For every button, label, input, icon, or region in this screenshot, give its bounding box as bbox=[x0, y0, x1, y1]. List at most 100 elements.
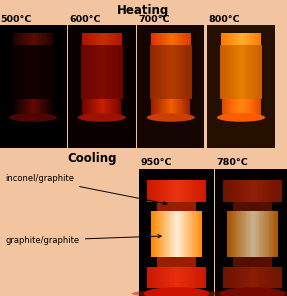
Bar bbox=[44, 99, 45, 115]
Bar bbox=[108, 33, 110, 52]
Bar bbox=[253, 211, 254, 258]
Bar bbox=[170, 211, 171, 258]
Bar bbox=[30, 99, 31, 115]
Bar bbox=[230, 180, 232, 202]
Bar bbox=[114, 33, 116, 52]
Bar bbox=[241, 33, 243, 52]
Bar bbox=[235, 99, 236, 115]
Bar bbox=[88, 99, 89, 115]
Bar bbox=[21, 99, 22, 115]
Bar bbox=[167, 33, 169, 52]
Bar bbox=[148, 266, 150, 288]
Bar bbox=[251, 45, 253, 99]
Bar bbox=[33, 33, 35, 52]
Bar bbox=[168, 180, 169, 202]
Bar bbox=[269, 266, 270, 288]
Bar bbox=[226, 45, 228, 99]
Bar bbox=[267, 180, 269, 202]
Bar bbox=[155, 33, 157, 52]
Bar bbox=[162, 180, 163, 202]
Bar bbox=[29, 33, 31, 52]
Bar bbox=[187, 45, 189, 99]
Bar bbox=[159, 266, 160, 288]
Text: 780°C: 780°C bbox=[217, 158, 249, 167]
Bar bbox=[247, 45, 248, 99]
Bar bbox=[170, 45, 171, 99]
Bar bbox=[31, 45, 32, 99]
Bar bbox=[225, 33, 227, 52]
Bar bbox=[100, 45, 101, 99]
Bar bbox=[196, 180, 197, 202]
Bar bbox=[156, 45, 157, 99]
Bar bbox=[194, 180, 196, 202]
Bar bbox=[180, 211, 182, 258]
Bar bbox=[177, 180, 178, 202]
Bar bbox=[13, 99, 14, 115]
Bar bbox=[31, 33, 33, 52]
Bar bbox=[168, 211, 169, 258]
Bar bbox=[91, 99, 92, 115]
Bar bbox=[166, 211, 168, 258]
Bar bbox=[118, 45, 119, 99]
Bar bbox=[27, 33, 29, 52]
Bar bbox=[243, 45, 244, 99]
Bar bbox=[275, 266, 276, 288]
Bar bbox=[231, 211, 232, 258]
Bar bbox=[158, 45, 159, 99]
Bar bbox=[120, 45, 121, 99]
Bar bbox=[106, 33, 108, 52]
Bar bbox=[182, 211, 183, 258]
Bar bbox=[240, 45, 241, 99]
Bar bbox=[181, 45, 182, 99]
Bar bbox=[215, 168, 287, 296]
Bar bbox=[189, 45, 190, 99]
Bar bbox=[244, 99, 245, 115]
Bar bbox=[199, 266, 200, 288]
Bar bbox=[17, 99, 18, 115]
Bar bbox=[153, 99, 154, 115]
Bar bbox=[274, 266, 275, 288]
Bar bbox=[89, 45, 90, 99]
Bar bbox=[229, 33, 231, 52]
Bar bbox=[86, 33, 88, 52]
Ellipse shape bbox=[78, 113, 126, 122]
Bar bbox=[18, 45, 20, 99]
Bar bbox=[222, 45, 223, 99]
Bar bbox=[109, 99, 110, 115]
Bar bbox=[255, 266, 257, 288]
Bar bbox=[238, 45, 239, 99]
Bar bbox=[226, 180, 227, 202]
Ellipse shape bbox=[132, 290, 221, 296]
Bar bbox=[184, 211, 185, 258]
Bar bbox=[245, 33, 247, 52]
Bar bbox=[169, 99, 170, 115]
Bar bbox=[21, 33, 23, 52]
Bar bbox=[163, 266, 164, 288]
Bar bbox=[41, 33, 43, 52]
Bar bbox=[147, 180, 148, 202]
Bar bbox=[227, 99, 228, 115]
Bar bbox=[233, 45, 234, 99]
Bar bbox=[36, 45, 37, 99]
Bar bbox=[203, 180, 205, 202]
Bar bbox=[13, 33, 15, 52]
Bar bbox=[193, 180, 194, 202]
Bar bbox=[51, 45, 52, 99]
Bar bbox=[255, 45, 256, 99]
Bar bbox=[52, 99, 53, 115]
Bar bbox=[51, 33, 53, 52]
Bar bbox=[234, 45, 235, 99]
Bar bbox=[245, 180, 247, 202]
Bar bbox=[276, 180, 278, 202]
Bar bbox=[177, 211, 178, 258]
Bar bbox=[229, 99, 230, 115]
Bar bbox=[230, 211, 231, 258]
Bar bbox=[33, 45, 34, 99]
Bar bbox=[19, 33, 21, 52]
Bar bbox=[233, 180, 235, 202]
Bar bbox=[267, 211, 268, 258]
Bar bbox=[99, 99, 100, 115]
Bar bbox=[258, 45, 259, 99]
Bar bbox=[263, 266, 265, 288]
Bar bbox=[39, 99, 40, 115]
